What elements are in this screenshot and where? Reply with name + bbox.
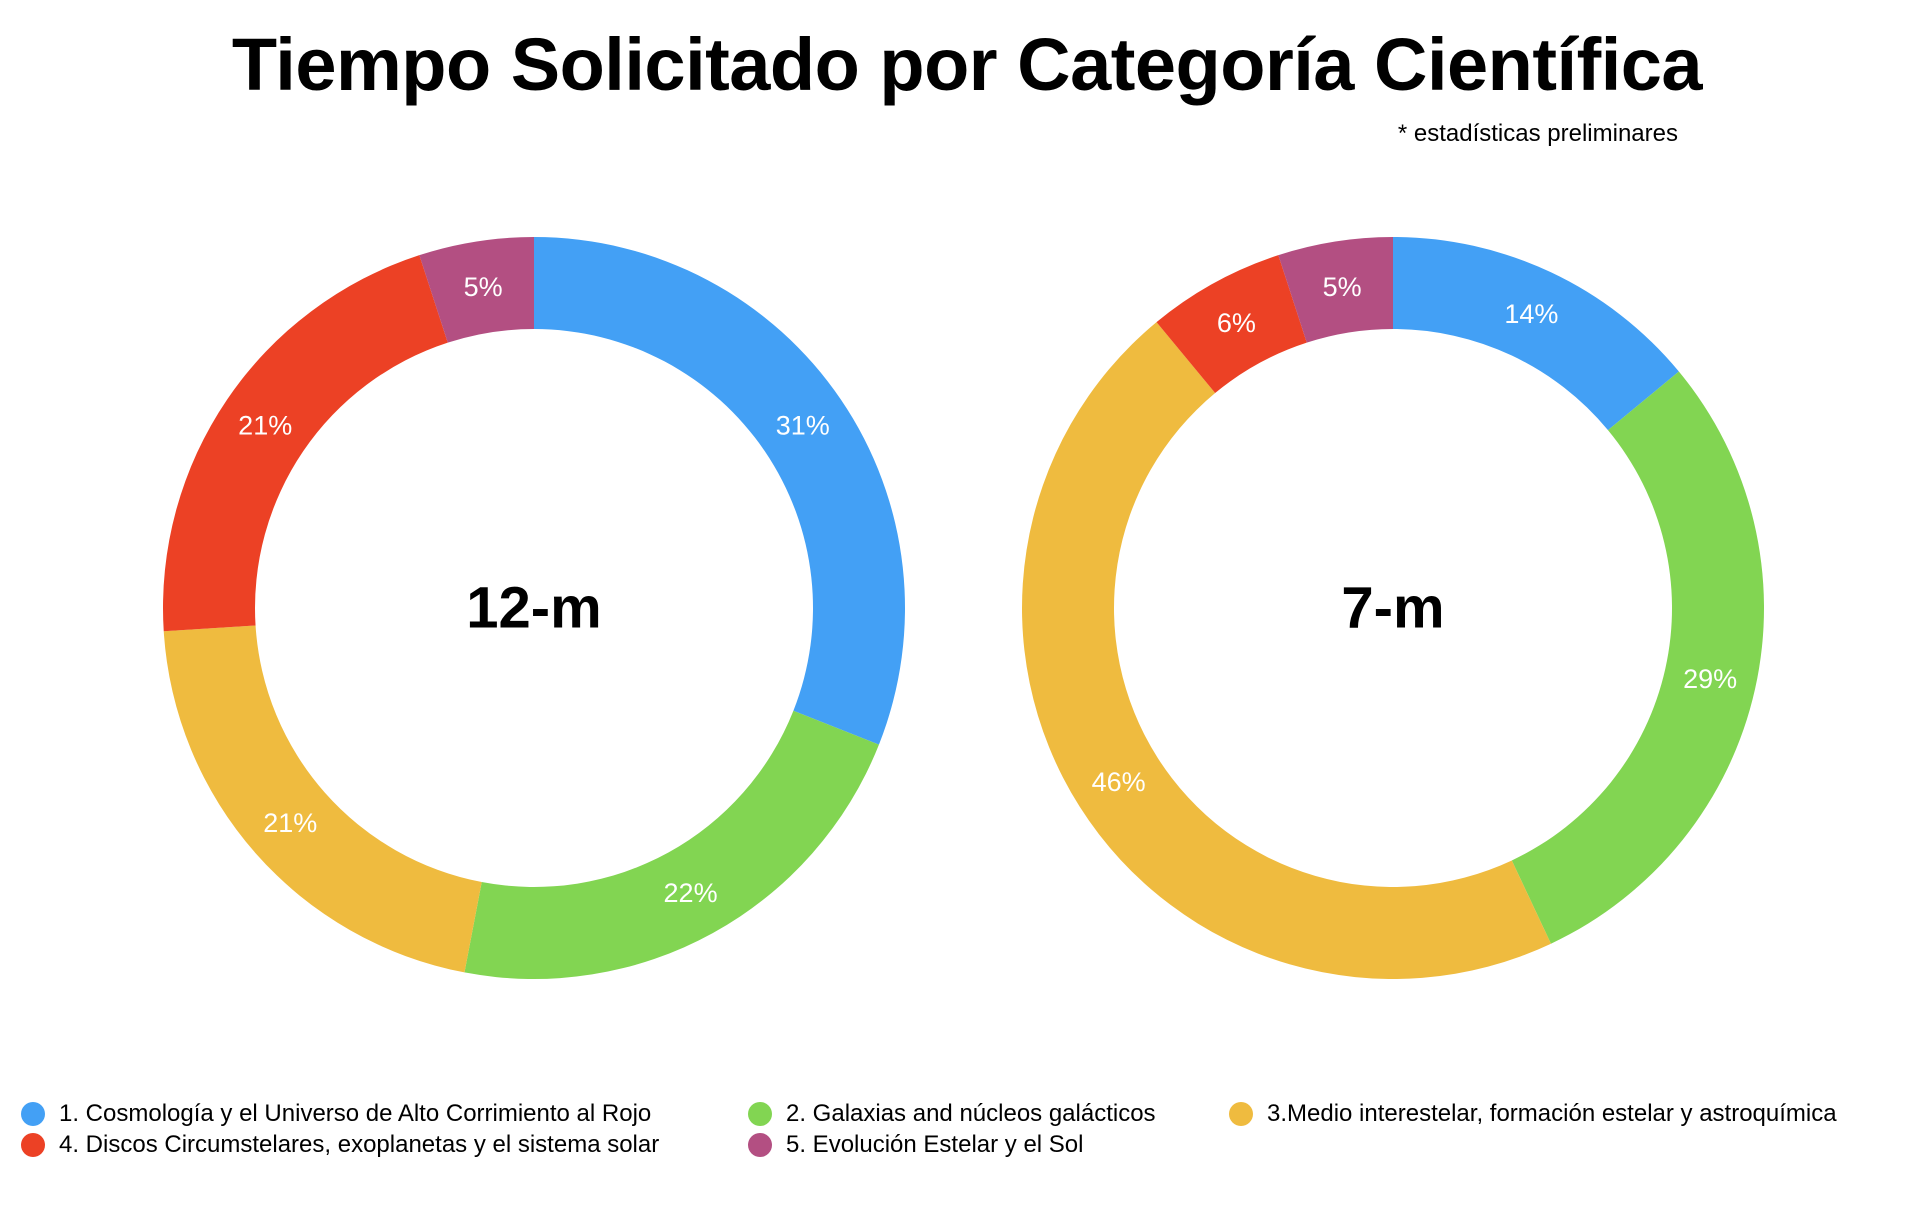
data-label: 21%: [263, 808, 317, 838]
donut-segment-12-m-4: [163, 255, 448, 632]
legend-label: 5. Evolución Estelar y el Sol: [786, 1131, 1084, 1158]
chart-subtitle: * estadísticas preliminares: [1397, 120, 1678, 147]
donut-segment-12-m-2: [464, 710, 879, 979]
donut-segment-7-m-3: [1022, 322, 1551, 979]
legend-swatch: [1229, 1102, 1253, 1126]
data-label: 29%: [1683, 664, 1737, 694]
data-label: 5%: [464, 272, 503, 302]
data-label: 21%: [238, 410, 292, 440]
donut-segment-7-m-1: [1393, 237, 1679, 431]
legend-swatch: [21, 1102, 45, 1126]
legend-label: 2. Galaxias and núcleos galácticos: [786, 1100, 1156, 1127]
data-label: 46%: [1092, 767, 1146, 797]
legend-item-2: 2. Galaxias and núcleos galácticos: [748, 1100, 1156, 1128]
legend-swatch: [21, 1133, 45, 1157]
data-label: 6%: [1217, 308, 1256, 338]
legend-item-5: 5. Evolución Estelar y el Sol: [748, 1131, 1083, 1159]
donut-center-label: 12-m: [466, 576, 601, 641]
legend-item-4: 4. Discos Circumstelares, exoplanetas y …: [21, 1131, 659, 1159]
data-label: 22%: [664, 878, 718, 908]
donut-segment-7-m-2: [1511, 371, 1764, 944]
donut-segment-7-m-5: [1278, 237, 1393, 343]
data-label: 5%: [1323, 272, 1362, 302]
data-label: 31%: [776, 410, 830, 440]
legend-label: 4. Discos Circumstelares, exoplanetas y …: [59, 1131, 660, 1158]
donut-segment-12-m-3: [163, 625, 482, 973]
legend-swatch: [748, 1133, 772, 1157]
legend-item-1: 1. Cosmología y el Universo de Alto Corr…: [21, 1100, 651, 1128]
donut-center-label: 7-m: [1341, 576, 1444, 641]
legend-label: 1. Cosmología y el Universo de Alto Corr…: [59, 1100, 652, 1127]
donut-segment-7-m-4: [1156, 255, 1307, 394]
legend-item-3: 3.Medio interestelar, formación estelar …: [1229, 1100, 1837, 1128]
legend-swatch: [748, 1102, 772, 1126]
legend-label: 3.Medio interestelar, formación estelar …: [1267, 1100, 1837, 1127]
donut-segment-12-m-5: [419, 237, 534, 343]
chart-title: Tiempo Solicitado por Categoría Científi…: [231, 23, 1703, 106]
data-label: 14%: [1504, 299, 1558, 329]
donut-segment-12-m-1: [534, 237, 905, 745]
